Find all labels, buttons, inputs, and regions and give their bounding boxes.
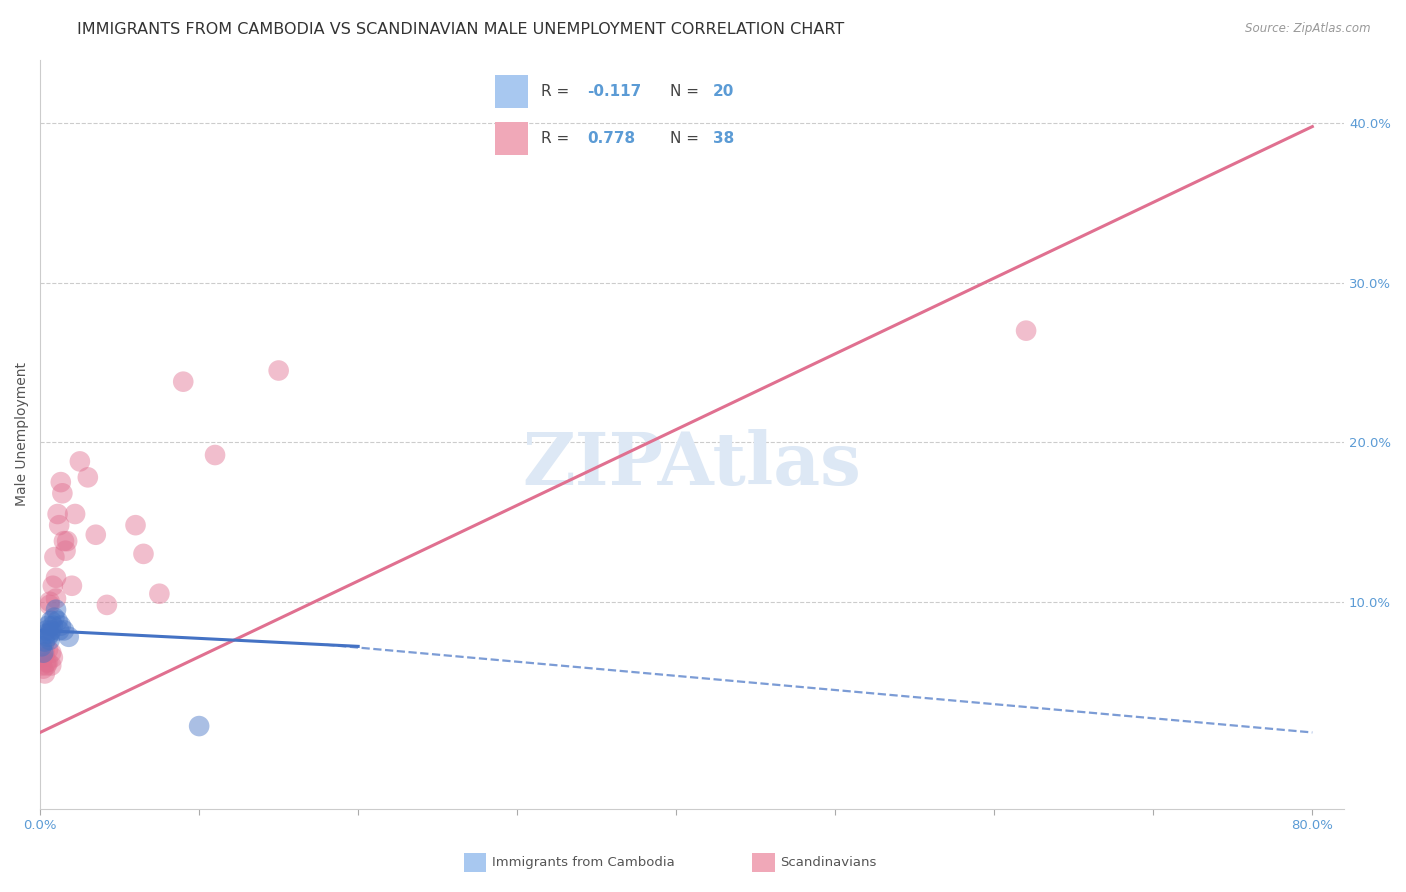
Text: -0.117: -0.117 — [588, 84, 641, 99]
Point — [39, 646, 62, 660]
Point — [39, 614, 62, 628]
Point — [42, 579, 65, 593]
Point — [51, 486, 73, 500]
Point — [46, 507, 69, 521]
Point — [48, 518, 70, 533]
Point — [76, 470, 98, 484]
Point — [45, 591, 67, 606]
Point — [69, 454, 91, 468]
Text: R =: R = — [541, 131, 575, 146]
Point — [267, 363, 290, 377]
Text: 38: 38 — [713, 131, 734, 146]
Point — [37, 630, 59, 644]
Point — [35, 624, 58, 638]
Text: IMMIGRANTS FROM CAMBODIA VS SCANDINAVIAN MALE UNEMPLOYMENT CORRELATION CHART: IMMIGRANTS FROM CAMBODIA VS SCANDINAVIAN… — [77, 22, 845, 37]
Point — [37, 655, 59, 669]
Point — [204, 448, 226, 462]
Point — [42, 650, 65, 665]
Text: N =: N = — [671, 84, 704, 99]
Point — [37, 618, 59, 632]
Point — [60, 579, 83, 593]
Point — [34, 634, 56, 648]
Point — [124, 518, 146, 533]
Text: N =: N = — [671, 131, 704, 146]
Point — [55, 543, 77, 558]
Point — [34, 646, 56, 660]
Text: R =: R = — [541, 84, 575, 99]
Text: Source: ZipAtlas.com: Source: ZipAtlas.com — [1246, 22, 1371, 36]
Point — [49, 618, 72, 632]
Point — [38, 632, 60, 647]
Text: 0.778: 0.778 — [588, 131, 636, 146]
Point — [38, 598, 60, 612]
Point — [132, 547, 155, 561]
Point — [39, 658, 62, 673]
Point — [58, 630, 80, 644]
Text: Immigrants from Cambodia: Immigrants from Cambodia — [492, 856, 675, 869]
Point — [172, 375, 194, 389]
Point — [32, 650, 55, 665]
Point — [42, 618, 65, 632]
Point — [44, 610, 66, 624]
Point — [35, 655, 58, 669]
Point — [48, 624, 70, 638]
Point — [63, 507, 86, 521]
Point — [31, 658, 53, 673]
Point — [52, 624, 75, 638]
Point — [52, 534, 75, 549]
Y-axis label: Male Unemployment: Male Unemployment — [15, 362, 30, 507]
Point — [148, 587, 170, 601]
Point — [38, 595, 60, 609]
Point — [188, 719, 211, 733]
Point — [49, 475, 72, 489]
Point — [39, 624, 62, 638]
Text: ZIPAtlas: ZIPAtlas — [523, 429, 862, 500]
Point — [32, 662, 55, 676]
Point — [84, 527, 107, 541]
Point — [45, 602, 67, 616]
Point — [44, 550, 66, 565]
Point — [56, 534, 79, 549]
FancyBboxPatch shape — [495, 75, 529, 108]
Point — [45, 571, 67, 585]
Point — [35, 626, 58, 640]
Point — [96, 598, 118, 612]
Point — [1015, 324, 1038, 338]
Point — [35, 658, 58, 673]
FancyBboxPatch shape — [495, 122, 529, 155]
Point — [46, 614, 69, 628]
Point — [38, 626, 60, 640]
Point — [31, 640, 53, 654]
Point — [34, 666, 56, 681]
Point — [32, 646, 55, 660]
Point — [37, 642, 59, 657]
Text: Scandinavians: Scandinavians — [780, 856, 877, 869]
Text: 20: 20 — [713, 84, 734, 99]
